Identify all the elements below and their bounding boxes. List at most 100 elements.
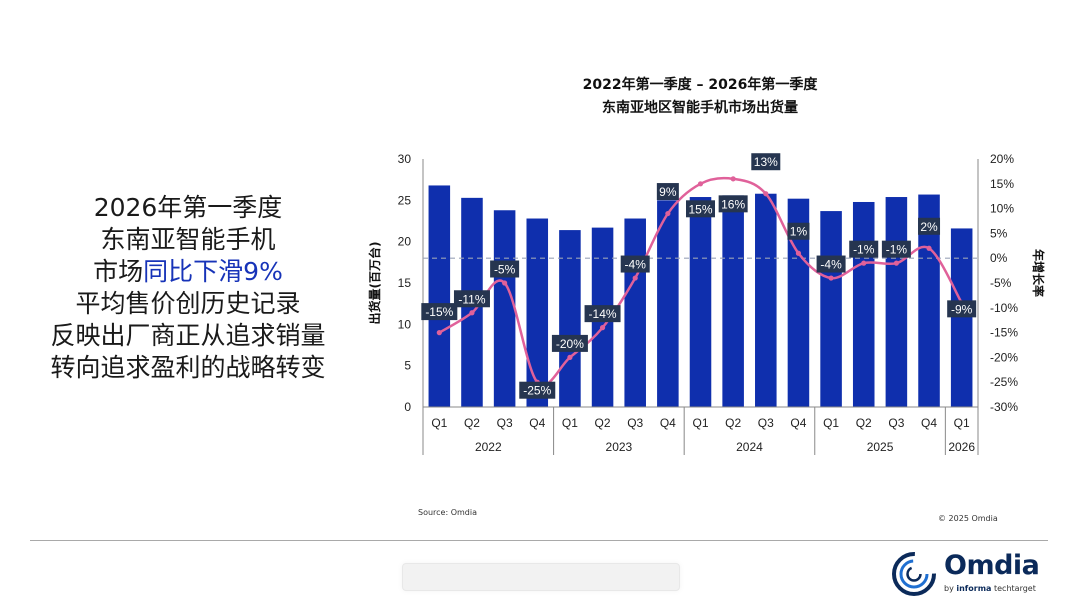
growth-point: [926, 245, 932, 251]
y2-tick-label: 5%: [990, 226, 1008, 240]
headline-line-6: 转向追求盈利的战略转变: [50, 353, 326, 382]
y2-tick-label: 15%: [990, 177, 1014, 191]
growth-point: [795, 250, 802, 256]
y-tick-label: 0: [404, 400, 411, 414]
growth-data-label: -11%: [458, 292, 485, 306]
growth-data-label: -14%: [589, 307, 617, 321]
bar: [885, 197, 908, 407]
growth-point: [763, 191, 769, 197]
source-note: Source: Omdia: [418, 508, 478, 517]
y-tick-label: 20: [398, 235, 412, 249]
x-tick-label: Q4: [921, 416, 937, 430]
growth-point: [861, 260, 867, 266]
logo-sub-prefix: by: [944, 584, 957, 593]
growth-label-box: [551, 334, 588, 352]
year-label: 2022: [475, 440, 502, 454]
growth-label-box: [918, 217, 941, 235]
y2-tick-label: -10%: [990, 301, 1018, 315]
bar: [624, 218, 646, 407]
bar: [820, 211, 842, 407]
growth-point: [893, 260, 899, 266]
growth-data-label: 1%: [790, 225, 808, 239]
growth-label-box: [686, 200, 715, 218]
y2-tick-label: -25%: [990, 375, 1018, 389]
growth-label-box: [656, 183, 679, 201]
growth-label-box: [751, 153, 781, 171]
y2-tick-label: -30%: [990, 400, 1018, 414]
x-tick-label: Q3: [758, 416, 774, 430]
y-tick-label: 30: [398, 152, 412, 166]
x-tick-label: Q1: [562, 416, 578, 430]
growth-data-label: -25%: [523, 384, 551, 398]
headline-line-5: 反映出厂商正从追求销量: [50, 321, 326, 350]
growth-label-box: [816, 255, 846, 273]
year-label: 2025: [867, 440, 894, 454]
bar: [493, 210, 516, 407]
growth-label-box: [421, 303, 458, 321]
x-tick-label: Q3: [497, 416, 513, 430]
y2-tick-label: -20%: [990, 350, 1018, 364]
growth-label-box: [881, 240, 911, 258]
logo-sub-rest: techtarget: [991, 584, 1036, 593]
x-tick-label: Q4: [660, 416, 676, 430]
growth-data-label: 16%: [721, 197, 745, 211]
growth-point: [436, 330, 442, 336]
growth-point: [502, 280, 508, 286]
growth-data-label: 9%: [659, 185, 677, 199]
omdia-logo-icon: [892, 552, 936, 596]
growth-label-box: [453, 290, 490, 308]
growth-data-label: 13%: [754, 155, 778, 169]
growth-data-label: -4%: [625, 258, 647, 272]
y2-tick-label: -5%: [990, 276, 1012, 290]
headline-line-3-prefix: 市场: [93, 257, 144, 286]
year-label: 2024: [736, 440, 763, 454]
headline-line-4: 平均售价创历史记录: [75, 289, 301, 318]
growth-point: [697, 181, 704, 187]
bar: [787, 198, 810, 407]
year-label: 2026: [948, 440, 975, 454]
bar: [722, 195, 744, 407]
growth-data-label: -20%: [556, 337, 584, 351]
growth-label-box: [947, 300, 977, 318]
x-tick-label: Q2: [595, 416, 611, 430]
y-tick-label: 25: [398, 193, 412, 207]
x-tick-label: Q4: [790, 416, 806, 430]
omdia-logo: Omdia by informa techtarget: [888, 548, 1048, 600]
growth-label-box: [787, 222, 810, 240]
y-tick-label: 15: [398, 276, 412, 290]
headline: 2026年第一季度 东南亚智能手机 市场同比下滑9% 平均售价创历史记录 反映出…: [18, 192, 358, 384]
y-axis-title: 出货量(百万台): [367, 242, 382, 325]
y2-tick-label: 20%: [990, 152, 1014, 166]
headline-line-2: 东南亚智能手机: [100, 225, 276, 254]
copyright-note: © 2025 Omdia: [938, 514, 998, 523]
growth-point: [730, 176, 736, 182]
y2-axis-title: 年增长率: [1031, 249, 1046, 297]
x-tick-label: Q4: [529, 416, 545, 430]
omdia-logo-text: Omdia: [944, 550, 1040, 581]
y2-tick-label: 0%: [990, 251, 1008, 265]
bar: [689, 197, 712, 407]
x-tick-label: Q1: [431, 416, 447, 430]
omdia-logo-subtext: by informa techtarget: [944, 584, 1036, 593]
bar: [559, 230, 581, 407]
growth-data-label: -15%: [425, 305, 453, 319]
growth-point: [469, 310, 475, 316]
y2-tick-label: 10%: [990, 202, 1014, 216]
bottom-divider: [30, 540, 1048, 541]
x-tick-label: Q2: [725, 416, 741, 430]
growth-data-label: -5%: [494, 263, 516, 277]
growth-label-box: [584, 305, 621, 323]
bar: [852, 201, 875, 407]
growth-data-label: 2%: [920, 220, 938, 234]
x-tick-label: Q2: [464, 416, 480, 430]
x-tick-label: Q3: [888, 416, 904, 430]
growth-label-box: [519, 381, 556, 399]
headline-line-3-accent: 同比下滑9%: [143, 257, 283, 286]
y2-tick-label: -15%: [990, 326, 1018, 340]
growth-point: [567, 354, 573, 360]
growth-point: [632, 275, 638, 281]
bar: [428, 185, 451, 407]
bar: [526, 218, 549, 407]
growth-label-box: [490, 260, 520, 278]
